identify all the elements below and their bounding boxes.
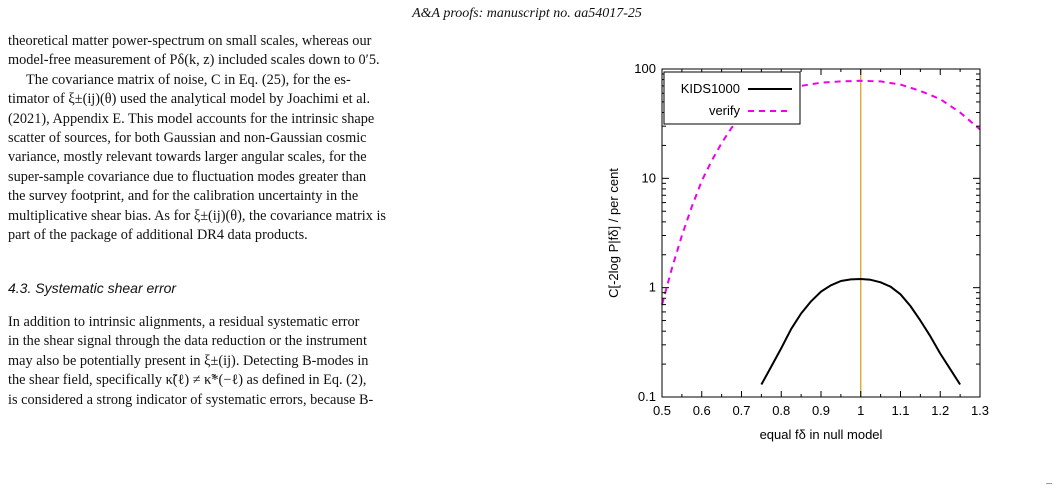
p2-line-7: the survey footprint, and for the calibr… — [8, 188, 359, 205]
y-tick-label: 1 — [649, 280, 656, 295]
x-tick-label: 0.8 — [772, 403, 790, 418]
x-tick-label: 0.6 — [693, 403, 711, 418]
p1-line-2: model-free measurement of Pδ(k, z) inclu… — [8, 52, 380, 69]
y-axis: 0.1 1 10 100 — [634, 61, 980, 404]
p3-line-1: In addition to intrinsic alignments, a r… — [8, 313, 360, 330]
p3-line-2: in the shear signal through the data red… — [8, 333, 367, 350]
p2-line-8: multiplicative shear bias. As for ξ±(ij)… — [8, 207, 386, 224]
chart: 0.5 0.6 0.7 0.8 0.9 1 1.1 1.2 1.3 0.1 1 10 100 equa… — [606, 61, 989, 442]
legend-box — [663, 71, 801, 125]
series-line-kids1000 — [760, 278, 961, 386]
x-tick-label: 1.3 — [971, 403, 989, 418]
y-tick-label: 0.1 — [638, 389, 656, 404]
y-axis-label: C[-2log P|fδ] / per cent — [606, 168, 621, 298]
p2-line-6: super-sample covariance due to fluctuati… — [8, 168, 367, 185]
legend-label-verify: verify — [709, 103, 741, 118]
p2-line-3: (2021), Appendix E. This model accounts … — [8, 110, 375, 127]
p3-line-5: is considered a strong indicator of syst… — [8, 391, 374, 408]
p1-line-1: theoretical matter power-spectrum on sma… — [8, 33, 372, 49]
x-tick-label: 1.2 — [931, 403, 949, 418]
x-tick-label: 0.5 — [653, 403, 671, 418]
legend: KIDS1000 verify — [663, 71, 801, 125]
x-tick-label: 0.9 — [812, 403, 830, 418]
legend-label-kids1000: KIDS1000 — [681, 81, 740, 96]
paragraph-1: theoretical matter power-spectrum on sma… — [8, 32, 500, 71]
y-tick-label: 10 — [642, 170, 656, 185]
page-edge-mark — [1046, 483, 1052, 484]
p2-line-1: The covariance matrix of noise, C in Eq.… — [26, 71, 351, 88]
section-title: 4.3. Systematic shear error — [8, 280, 177, 297]
x-axis-label: equal fδ in null model — [760, 427, 883, 442]
body-text-column: theoretical matter power-spectrum on sma… — [8, 32, 500, 410]
x-tick-label: 0.7 — [732, 403, 750, 418]
paragraph-3: In addition to intrinsic alignments, a r… — [8, 313, 500, 410]
paragraph-2: The covariance matrix of noise, C in Eq.… — [8, 71, 500, 246]
p2-line-9: part of the package of additional DR4 da… — [8, 227, 308, 244]
series-layer — [661, 79, 981, 386]
p2-line-2: timator of ξ±(ij)(θ) used the analytical… — [8, 91, 371, 108]
p3-line-3: may also be potentially present in ξ±(ij… — [8, 352, 369, 369]
p2-line-5: variance, mostly relevant towards larger… — [8, 149, 367, 166]
y-tick-label: 100 — [634, 61, 656, 76]
x-tick-label: 1.1 — [891, 403, 909, 418]
p2-line-4: scatter of sources, for both Gaussian an… — [8, 130, 367, 147]
running-header: A&A proofs: manuscript no. aa54017-25 — [412, 6, 642, 21]
p3-line-4: the shear field, specifically κ̃(ℓ) ≠ κ̃… — [8, 372, 367, 389]
x-tick-label: 1 — [857, 403, 864, 418]
